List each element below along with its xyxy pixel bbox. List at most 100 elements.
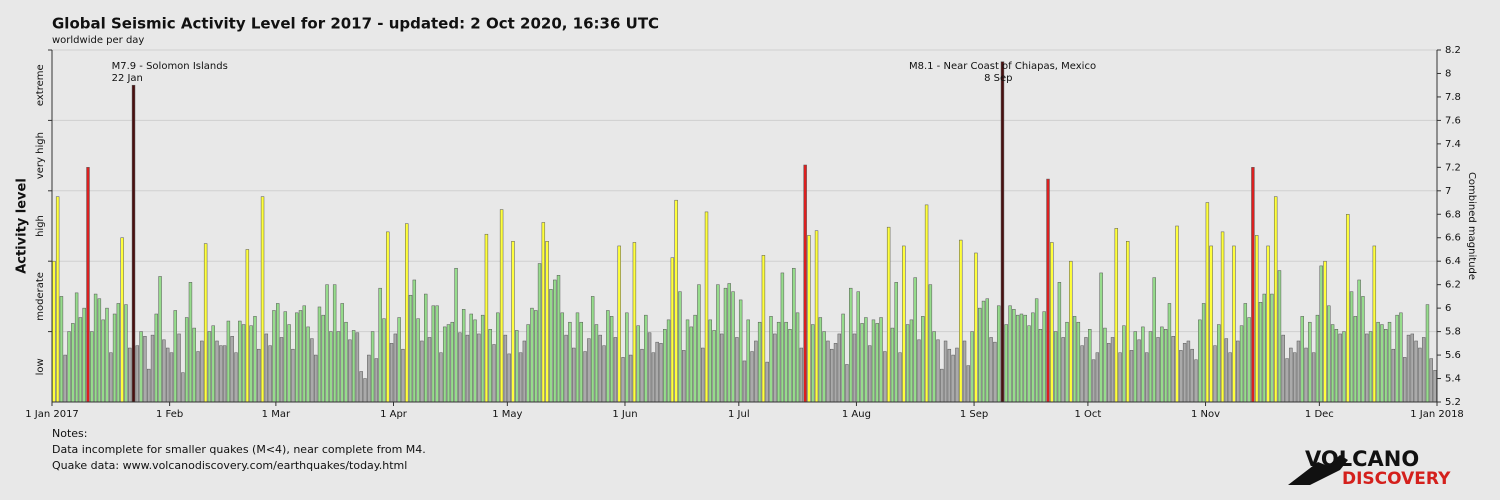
bar (378, 287, 382, 403)
x-tick-label: 1 Aug (842, 409, 871, 420)
bar (424, 293, 428, 403)
y2-tick-label: 6 (1445, 303, 1451, 314)
bar (1152, 277, 1156, 403)
bar (71, 323, 75, 403)
bar (1012, 309, 1016, 403)
bar (974, 252, 978, 403)
bar (139, 331, 143, 403)
bar (112, 313, 117, 403)
bar (1019, 313, 1024, 403)
bar (1182, 343, 1187, 403)
bar (625, 312, 629, 403)
bar (1292, 352, 1297, 403)
bar (1262, 293, 1266, 403)
bar (522, 340, 527, 403)
bar (1072, 316, 1077, 403)
bar (678, 291, 682, 403)
bar (488, 329, 492, 403)
bar (226, 320, 231, 403)
bar (609, 316, 614, 403)
bar (1327, 305, 1331, 403)
bar (1391, 348, 1396, 403)
bar (499, 209, 504, 403)
level-label: low (35, 358, 46, 375)
bar (746, 319, 750, 403)
bar (1251, 167, 1255, 403)
bar (685, 319, 690, 403)
bar (788, 329, 792, 403)
bar (1414, 340, 1418, 403)
bar (279, 337, 284, 403)
bar (1399, 312, 1403, 403)
bar (386, 231, 390, 403)
bar (393, 333, 398, 403)
y2-tick-label: 7.4 (1445, 139, 1461, 150)
bar (727, 283, 731, 403)
y-axis-label: Activity level (15, 178, 30, 274)
bar (704, 211, 709, 403)
annotation-date: 22 Jan (112, 73, 143, 84)
bar (1095, 352, 1100, 403)
bar (735, 337, 739, 403)
bar (701, 347, 705, 403)
bar (1349, 291, 1354, 403)
y2-axis-label: Combined magnitude (1466, 172, 1477, 280)
bar (830, 348, 834, 403)
bar (1103, 327, 1107, 403)
bar (1091, 359, 1096, 403)
bar (1277, 270, 1282, 403)
bar (1315, 314, 1320, 403)
bar (458, 332, 462, 403)
bar (1027, 325, 1031, 403)
level-label: very high (35, 132, 46, 179)
bar (1418, 347, 1422, 403)
bar (480, 314, 485, 403)
bar (469, 313, 473, 403)
bar (165, 347, 170, 403)
bar (1148, 331, 1153, 403)
bar (1061, 337, 1065, 403)
bar (276, 303, 280, 403)
bar (530, 307, 534, 403)
bar (587, 338, 591, 403)
bar (260, 196, 265, 403)
bar (1069, 260, 1073, 403)
bar (1342, 331, 1346, 403)
bar (211, 325, 215, 403)
bar (173, 310, 177, 403)
bar (875, 323, 879, 403)
bar (564, 334, 568, 403)
bar (1000, 61, 1005, 403)
bar (1084, 337, 1088, 403)
bar (909, 319, 914, 403)
bar (613, 337, 618, 403)
x-tick-label: 1 Mar (262, 409, 291, 420)
bar (439, 352, 443, 403)
bar (150, 334, 155, 403)
bar (1031, 312, 1035, 403)
bar (799, 347, 804, 403)
bar (1217, 324, 1221, 403)
bar (317, 306, 322, 403)
bar (947, 348, 952, 403)
y2-tick-label: 8 (1445, 68, 1451, 79)
bar (750, 351, 754, 403)
bar (795, 312, 800, 403)
bar (1346, 214, 1350, 403)
bar (1239, 325, 1244, 403)
bar (184, 317, 189, 403)
bar (822, 331, 826, 403)
bar (716, 284, 720, 403)
bar (697, 284, 701, 403)
bar (928, 284, 933, 403)
bar (689, 326, 694, 403)
bar (883, 351, 887, 403)
bar (670, 257, 675, 403)
bar (154, 313, 158, 403)
bar (1141, 326, 1145, 403)
bar (1088, 329, 1092, 403)
bar (936, 339, 940, 403)
y2-tick-label: 7.2 (1445, 162, 1461, 173)
bar (1144, 352, 1149, 403)
